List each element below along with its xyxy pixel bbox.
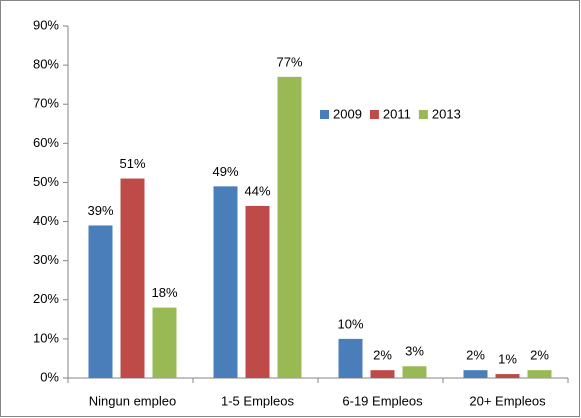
- legend-swatch: [418, 110, 428, 119]
- bar: [527, 370, 552, 378]
- y-tick-label: 80%: [33, 57, 59, 72]
- value-label: 1%: [498, 352, 517, 367]
- bar: [463, 370, 488, 378]
- value-label: 18%: [151, 285, 177, 300]
- x-tick-label: 20+ Empleos: [469, 393, 546, 408]
- legend-label: 2013: [432, 106, 461, 121]
- y-tick-label: 40%: [33, 213, 59, 228]
- bar: [370, 370, 395, 378]
- bar: [338, 338, 363, 378]
- y-tick-label: 20%: [33, 291, 59, 306]
- bar: [120, 178, 145, 378]
- bar: [495, 374, 520, 378]
- value-label: 77%: [276, 54, 302, 69]
- value-label: 2%: [530, 348, 549, 363]
- y-tick-label: 0%: [40, 369, 59, 384]
- value-label: 44%: [244, 183, 270, 198]
- value-label: 2%: [466, 348, 485, 363]
- legend-label: 2009: [333, 106, 362, 121]
- value-label: 2%: [373, 348, 392, 363]
- value-label: 3%: [405, 344, 424, 359]
- value-label: 39%: [87, 203, 113, 218]
- bar: [277, 76, 302, 378]
- x-tick-label: 1-5 Empleos: [221, 393, 294, 408]
- value-label: 10%: [337, 316, 363, 331]
- y-tick-label: 30%: [33, 252, 59, 267]
- bar: [88, 225, 113, 378]
- bar: [245, 205, 270, 378]
- value-label: 51%: [119, 156, 145, 171]
- value-label: 49%: [212, 164, 238, 179]
- y-tick-label: 70%: [33, 96, 59, 111]
- legend-swatch: [320, 110, 329, 119]
- y-tick-label: 50%: [33, 174, 59, 189]
- y-tick-label: 60%: [33, 135, 59, 150]
- x-tick-label: 6-19 Empleos: [342, 393, 423, 408]
- bar: [213, 186, 238, 378]
- bar: [152, 307, 177, 378]
- bar: [402, 366, 427, 378]
- legend-label: 2011: [383, 106, 411, 121]
- legend-swatch: [369, 110, 379, 119]
- y-tick-label: 10%: [33, 330, 59, 345]
- y-tick-label: 90%: [33, 17, 59, 32]
- x-tick-label: Ningun empleo: [89, 393, 176, 408]
